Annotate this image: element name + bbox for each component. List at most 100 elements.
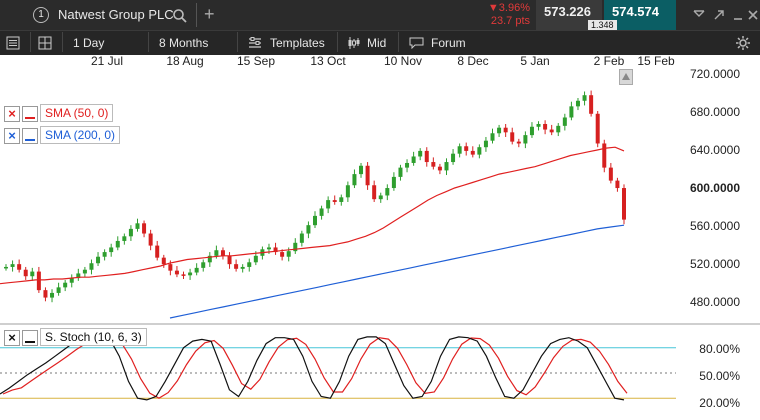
date-axis: 21 Jul 18 Aug 15 Sep 13 Oct 10 Nov 8 Dec…: [0, 54, 760, 68]
date-tick: 15 Feb: [637, 54, 675, 68]
candle-body: [529, 126, 534, 136]
sma200-style-icon[interactable]: [22, 128, 38, 144]
date-tick: 15 Sep: [236, 54, 276, 68]
divider: [196, 3, 197, 27]
price-chart[interactable]: [0, 68, 676, 324]
sma50-label[interactable]: SMA (50, 0): [40, 104, 114, 122]
candle-body: [477, 147, 482, 155]
price-tick: 680.0000: [689, 105, 740, 119]
price-tick: 480.0000: [689, 295, 740, 309]
range-selector[interactable]: 8 Months: [159, 36, 209, 50]
candle-body: [220, 250, 225, 256]
stoch-d-line: [2, 337, 628, 399]
candle-body: [536, 123, 541, 127]
candle-body: [299, 233, 304, 243]
candle-body: [82, 269, 87, 274]
candle-body: [319, 208, 324, 216]
candle-body: [418, 150, 423, 157]
candle-body: [128, 228, 133, 237]
candle-body: [313, 215, 317, 226]
candle-body: [89, 263, 94, 270]
detach-icon[interactable]: [712, 8, 726, 22]
candle-body: [181, 274, 186, 276]
candle-body: [102, 252, 107, 257]
candle-body: [595, 113, 600, 144]
candle-body: [490, 133, 495, 141]
candle-body: [280, 252, 285, 257]
candle-body: [69, 278, 74, 283]
candle-body: [23, 269, 28, 277]
templates-button[interactable]: Templates: [270, 36, 325, 50]
candle-body: [483, 140, 488, 148]
stochastic-label[interactable]: S. Stoch (10, 6, 3): [40, 328, 147, 346]
forum-button[interactable]: Forum: [431, 36, 466, 50]
candle-body: [615, 180, 620, 189]
candle-body: [556, 125, 561, 133]
stochastic-style-icon[interactable]: [22, 330, 38, 346]
candle-body: [155, 245, 160, 258]
sma50-style-icon[interactable]: [22, 106, 38, 122]
candle-body: [240, 266, 245, 269]
add-tab-icon[interactable]: +: [204, 4, 215, 24]
candle-body: [234, 264, 239, 269]
candle-body: [405, 162, 410, 168]
candle-body: [359, 165, 364, 175]
scroll-to-latest-icon[interactable]: [619, 69, 633, 85]
remove-sma50-icon[interactable]: ×: [4, 106, 20, 122]
sma50-line: [0, 146, 625, 285]
instrument-name[interactable]: Natwest Group PLC: [58, 7, 174, 22]
minimize-icon[interactable]: [731, 8, 745, 22]
candle-body: [247, 262, 252, 267]
info-icon[interactable]: 1: [33, 7, 49, 23]
candle-body: [622, 188, 626, 220]
price-tick: 640.0000: [689, 143, 740, 157]
candle-body: [398, 167, 403, 177]
candle-body: [273, 247, 278, 253]
remove-stochastic-icon[interactable]: ×: [4, 330, 20, 346]
price-change-percent: ▼3.96%: [487, 2, 530, 14]
candle-body: [135, 223, 140, 229]
search-icon[interactable]: [172, 8, 188, 24]
divider: [148, 32, 149, 52]
menu-icon[interactable]: [6, 36, 20, 50]
candle-body: [76, 273, 81, 279]
candle-body: [332, 200, 337, 202]
candle-body: [510, 132, 515, 142]
candle-body: [391, 176, 396, 189]
interval-selector[interactable]: 1 Day: [73, 36, 105, 50]
candle-body: [431, 162, 436, 167]
price-type-selector[interactable]: Mid: [367, 36, 387, 50]
panel-divider[interactable]: [0, 323, 760, 325]
price-tick: 520.0000: [689, 257, 740, 271]
divider: [237, 32, 238, 52]
candle-body: [293, 242, 298, 252]
candle-body: [516, 141, 521, 144]
sma200-label[interactable]: SMA (200, 0): [40, 126, 121, 144]
divider: [337, 32, 338, 52]
price-tick: 720.0000: [689, 67, 740, 81]
forum-icon: [409, 37, 424, 49]
divider: [62, 32, 63, 52]
window-controls: [690, 7, 760, 23]
settings-gear-icon[interactable]: [735, 35, 751, 51]
candle-body: [444, 162, 449, 171]
candle-body: [56, 287, 61, 293]
candles-icon: [348, 37, 360, 49]
candle-body: [464, 146, 469, 151]
sell-price-button[interactable]: 573.226: [536, 0, 602, 30]
stoch-level-label: 80.00%: [699, 342, 740, 356]
candle-body: [115, 240, 120, 248]
price-tick: 560.0000: [689, 219, 740, 233]
layout-grid-icon[interactable]: [38, 36, 52, 50]
candle-body: [352, 174, 357, 186]
buy-price: 574.574: [612, 4, 659, 19]
candle-body: [306, 225, 311, 234]
collapse-icon[interactable]: [692, 8, 706, 22]
candle-body: [365, 165, 370, 186]
candle-body: [451, 153, 456, 163]
date-tick: 21 Jul: [90, 54, 124, 68]
candle-body: [253, 255, 258, 263]
close-icon[interactable]: [746, 8, 760, 22]
remove-sma200-icon[interactable]: ×: [4, 128, 20, 144]
candle-body: [378, 195, 383, 200]
